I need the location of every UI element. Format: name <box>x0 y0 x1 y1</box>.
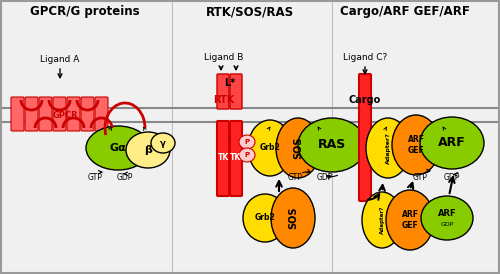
Text: RTK/SOS/RAS: RTK/SOS/RAS <box>206 5 294 19</box>
Text: Ligand C?: Ligand C? <box>343 53 387 62</box>
Text: P: P <box>244 139 250 145</box>
Text: Gα: Gα <box>110 143 126 153</box>
FancyBboxPatch shape <box>217 74 229 109</box>
Ellipse shape <box>239 148 255 162</box>
Text: β: β <box>144 145 152 155</box>
FancyBboxPatch shape <box>81 97 94 131</box>
Ellipse shape <box>392 115 440 175</box>
Ellipse shape <box>243 194 287 242</box>
Text: RAS: RAS <box>318 138 346 152</box>
FancyBboxPatch shape <box>230 74 242 109</box>
Ellipse shape <box>298 118 366 172</box>
Text: GTP: GTP <box>412 173 428 182</box>
FancyBboxPatch shape <box>25 97 38 131</box>
Ellipse shape <box>248 120 292 176</box>
FancyBboxPatch shape <box>359 74 371 201</box>
Text: TK: TK <box>218 153 228 162</box>
Text: Adapter?: Adapter? <box>380 206 384 234</box>
Text: GPCR/G proteins: GPCR/G proteins <box>30 5 140 19</box>
Text: ARF
GEF: ARF GEF <box>408 135 424 155</box>
Text: Grb2: Grb2 <box>260 144 280 153</box>
Ellipse shape <box>86 126 150 170</box>
FancyBboxPatch shape <box>11 97 24 131</box>
FancyBboxPatch shape <box>217 121 229 196</box>
Text: SOS: SOS <box>293 137 303 159</box>
FancyBboxPatch shape <box>95 97 108 131</box>
Text: GTP: GTP <box>288 173 302 182</box>
Ellipse shape <box>366 118 410 178</box>
Ellipse shape <box>420 117 484 169</box>
FancyBboxPatch shape <box>230 121 242 196</box>
Text: GDP: GDP <box>444 173 460 182</box>
Text: Grb2: Grb2 <box>254 213 276 222</box>
Text: P: P <box>244 152 250 158</box>
Text: GDP: GDP <box>317 173 333 182</box>
Text: γ: γ <box>160 138 166 147</box>
Text: Cargo/ARF GEF/ARF: Cargo/ARF GEF/ARF <box>340 5 470 19</box>
Text: SOS: SOS <box>288 207 298 229</box>
Text: Adapter?: Adapter? <box>386 132 390 164</box>
Text: GPCR: GPCR <box>52 110 78 119</box>
Text: ARF: ARF <box>438 209 456 218</box>
Ellipse shape <box>151 133 175 153</box>
Text: ARF
GEF: ARF GEF <box>402 210 418 230</box>
FancyBboxPatch shape <box>67 97 80 131</box>
Text: Cargo: Cargo <box>349 95 381 105</box>
Text: GTP: GTP <box>88 173 102 182</box>
Ellipse shape <box>239 135 255 149</box>
Text: ARF: ARF <box>438 136 466 150</box>
FancyBboxPatch shape <box>53 97 66 131</box>
Text: Ligand B: Ligand B <box>204 53 244 62</box>
Ellipse shape <box>362 192 402 248</box>
Text: GDP: GDP <box>440 222 454 227</box>
Ellipse shape <box>276 118 320 178</box>
FancyBboxPatch shape <box>39 97 52 131</box>
Text: TK: TK <box>230 153 241 162</box>
Text: RTK: RTK <box>214 95 234 105</box>
Text: L*: L* <box>224 78 235 88</box>
Ellipse shape <box>126 132 170 168</box>
Text: Ligand A: Ligand A <box>40 56 80 64</box>
Ellipse shape <box>386 190 434 250</box>
Ellipse shape <box>421 196 473 240</box>
Ellipse shape <box>271 188 315 248</box>
Text: GDP: GDP <box>117 173 133 182</box>
